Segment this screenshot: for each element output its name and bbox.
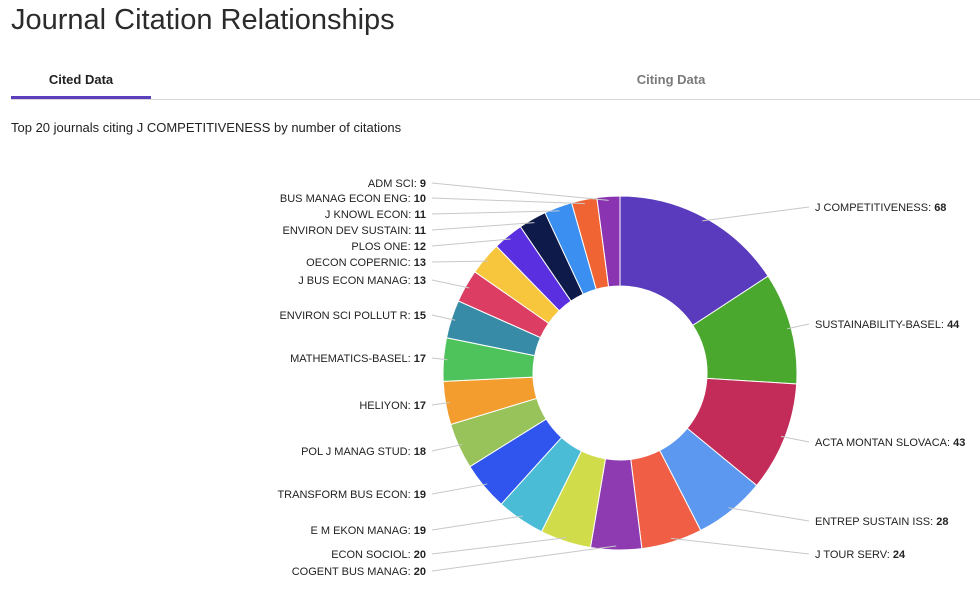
leader-line: [431, 210, 560, 215]
leader-line: [431, 222, 535, 231]
slice-label: ENVIRON DEV SUSTAIN: 11: [283, 225, 426, 237]
slice-label: ENVIRON SCI POLLUT R: 15: [279, 310, 426, 322]
leader-line: [787, 323, 810, 330]
leader-line: [431, 182, 609, 201]
leader-line: [780, 435, 810, 443]
slice-label: J TOUR SERV: 24: [815, 549, 906, 561]
tab-citing-data[interactable]: Citing Data: [636, 72, 706, 87]
leader-line: [431, 279, 470, 289]
slice-label: BUS MANAG ECON ENG: 10: [280, 193, 426, 205]
tab-bar: Cited Data Citing Data: [11, 62, 980, 100]
slice-label: J COMPETITIVENESS: 68: [815, 202, 946, 214]
slice-label: POL J MANAG STUD: 18: [301, 446, 426, 458]
slice-label: PLOS ONE: 12: [351, 241, 426, 253]
leader-line: [431, 515, 523, 531]
leader-line: [431, 238, 511, 247]
leader-line: [728, 507, 810, 522]
slice-label: SUSTAINABILITY-BASEL: 44: [815, 319, 960, 331]
slice-label: ACTA MONTAN SLOVACA: 43: [815, 437, 965, 449]
slice-label: ADM SCI: 9: [368, 178, 426, 190]
leader-line: [431, 483, 488, 495]
slice-label: ENTREP SUSTAIN ISS: 28: [815, 516, 948, 528]
slice-label: COGENT BUS MANAG: 20: [292, 566, 426, 578]
slice-label: TRANSFORM BUS ECON: 19: [277, 489, 426, 501]
slice-label: MATHEMATICS-BASEL: 17: [290, 353, 426, 365]
leader-line: [431, 545, 617, 572]
leader-line: [431, 260, 489, 263]
leader-line: [431, 537, 567, 555]
slice-label: E M EKON MANAG: 19: [310, 525, 426, 537]
leader-line: [670, 537, 810, 555]
leader-line: [431, 314, 456, 321]
tab-cited-data[interactable]: Cited Data: [11, 62, 151, 99]
slice-label: J KNOWL ECON: 11: [325, 209, 426, 221]
slice-label: HELIYON: 17: [359, 400, 426, 412]
leader-line: [431, 401, 450, 406]
leader-line: [431, 357, 448, 361]
leader-line: [702, 206, 810, 222]
leader-line: [431, 444, 463, 452]
chart-title: Top 20 journals citing J COMPETITIVENESS…: [11, 120, 402, 135]
slice-adm-sci[interactable]: [596, 195, 621, 288]
page-title: Journal Citation Relationships: [11, 4, 395, 36]
slice-label: OECON COPERNIC: 13: [306, 257, 426, 269]
slice-label: ECON SOCIOL: 20: [331, 549, 426, 561]
leader-line: [431, 197, 585, 205]
slice-label: J BUS ECON MANAG: 13: [298, 275, 426, 287]
